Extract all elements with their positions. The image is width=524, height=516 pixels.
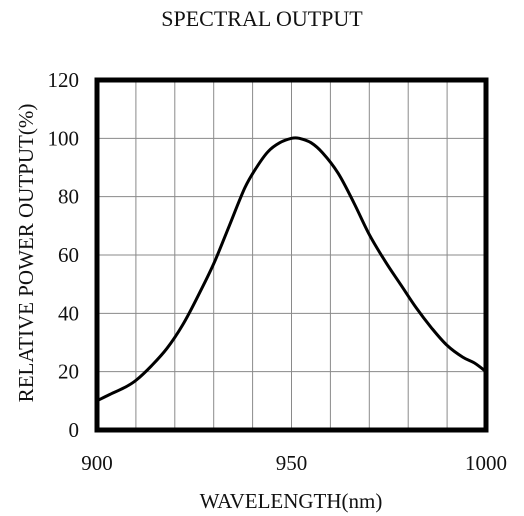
x-tick-label: 1000 (465, 451, 507, 475)
y-tick-label: 40 (58, 301, 79, 325)
y-tick-label: 120 (48, 68, 80, 92)
x-tick-labels: 900 950 1000 (81, 451, 507, 475)
y-tick-labels: 0 20 40 60 80 100 120 (48, 68, 80, 442)
y-tick-label: 100 (48, 126, 80, 150)
chart-title: SPECTRAL OUTPUT (161, 6, 363, 31)
x-tick-label: 950 (276, 451, 308, 475)
x-tick-label: 900 (81, 451, 113, 475)
y-tick-label: 0 (69, 418, 80, 442)
plot-frame (94, 77, 489, 433)
y-tick-label: 80 (58, 185, 79, 209)
series-line (95, 136, 488, 403)
y-tick-label: 20 (58, 360, 79, 384)
grid-lines (97, 80, 486, 430)
y-axis-label: RELATIVE POWER OUTPUT(%) (14, 104, 38, 403)
x-axis-label: WAVELENGTH(nm) (200, 489, 383, 513)
y-tick-label: 60 (58, 243, 79, 267)
